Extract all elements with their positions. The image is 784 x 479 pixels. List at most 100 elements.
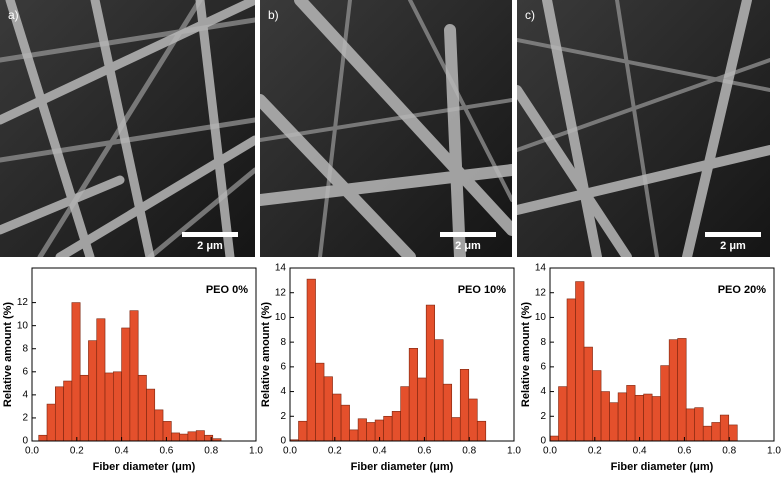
bar <box>702 425 713 442</box>
bar <box>468 398 478 442</box>
y-tick-label: 8 <box>280 337 286 348</box>
scale-bar-label: 2 μm <box>197 240 223 252</box>
y-tick-label: 14 <box>275 263 287 274</box>
x-tick-label: 0.0 <box>543 446 557 457</box>
sem-image: b) 2 μm <box>260 0 512 257</box>
bar <box>366 422 376 442</box>
y-tick-label: 0 <box>540 436 546 447</box>
bar <box>442 383 453 442</box>
bar <box>137 374 147 442</box>
y-tick-label: 12 <box>275 287 287 298</box>
y-tick-label: 0 <box>22 436 28 447</box>
panel-label: b) <box>268 8 279 22</box>
x-tick-label: 0.4 <box>373 446 387 457</box>
y-tick-label: 6 <box>22 366 28 377</box>
bar <box>425 304 436 442</box>
x-tick-label: 1.0 <box>249 446 263 457</box>
x-tick-label: 0.6 <box>677 446 691 457</box>
bar <box>660 365 670 442</box>
x-tick-label: 0.2 <box>328 446 342 457</box>
y-tick-label: 10 <box>535 312 547 323</box>
y-tick-label: 4 <box>540 386 546 397</box>
x-tick-label: 0.4 <box>115 446 129 457</box>
bar <box>121 327 131 442</box>
bar <box>549 435 559 442</box>
y-axis-label: Relative amount (%) <box>2 302 14 407</box>
plot-frame <box>289 267 515 442</box>
y-tick-label: 2 <box>22 413 28 424</box>
panel-label: c) <box>525 8 535 22</box>
y-tick-label: 10 <box>275 312 287 323</box>
bar <box>306 278 316 442</box>
bar <box>340 404 350 442</box>
y-axis-label: Relative amount (%) <box>520 302 532 407</box>
y-tick-label: 4 <box>22 390 28 401</box>
x-tick-label: 0.4 <box>633 446 647 457</box>
bar <box>179 433 189 442</box>
y-tick-label: 8 <box>540 337 546 348</box>
bar <box>357 418 367 442</box>
x-axis-label: Fiber diameter (μm) <box>93 461 196 473</box>
x-tick-label: 0.2 <box>70 446 84 457</box>
series-label: PEO 10% <box>458 284 507 296</box>
bar <box>129 310 139 442</box>
bar <box>417 377 427 442</box>
scale-bar <box>182 232 238 237</box>
bar <box>323 376 333 442</box>
series-label: PEO 0% <box>206 284 248 296</box>
bar <box>694 407 704 442</box>
bar <box>71 302 81 442</box>
bar <box>451 417 461 442</box>
bar <box>592 370 602 442</box>
bar <box>391 411 401 442</box>
x-tick-label: 0.8 <box>722 446 736 457</box>
bar <box>400 386 410 442</box>
x-tick-label: 0.8 <box>204 446 218 457</box>
y-tick-label: 6 <box>540 361 546 372</box>
plot-frame <box>31 267 257 442</box>
bar <box>46 403 56 442</box>
bar <box>575 281 585 442</box>
bar <box>476 420 487 442</box>
y-tick-label: 2 <box>540 411 546 422</box>
bar <box>728 424 738 442</box>
bar <box>315 362 325 442</box>
bar <box>298 420 308 442</box>
bar <box>187 431 197 442</box>
bar <box>154 409 164 442</box>
scale-bar-label: 2 μm <box>455 240 481 252</box>
sem-image: c) 2 μm <box>517 0 770 257</box>
y-tick-label: 2 <box>280 411 286 422</box>
x-tick-label: 0.0 <box>25 446 39 457</box>
bar <box>685 408 696 442</box>
x-tick-label: 0.8 <box>462 446 476 457</box>
scale-bar-label: 2 μm <box>720 240 746 252</box>
bar <box>634 394 644 442</box>
bar <box>459 369 470 442</box>
bar <box>609 402 619 442</box>
bar <box>677 338 687 442</box>
bar <box>349 429 359 442</box>
bar <box>600 391 610 442</box>
series-label: PEO 20% <box>718 284 767 296</box>
y-tick-label: 14 <box>535 263 547 274</box>
y-tick-label: 12 <box>535 287 547 298</box>
x-tick-label: 1.0 <box>767 446 781 457</box>
bar <box>104 372 114 442</box>
plot-frame <box>549 267 775 442</box>
y-tick-label: 0 <box>280 436 286 447</box>
x-tick-label: 1.0 <box>507 446 521 457</box>
y-tick-label: 8 <box>22 343 28 354</box>
bar <box>195 430 205 442</box>
bar <box>719 414 730 442</box>
bar <box>79 374 89 442</box>
bar <box>566 298 576 442</box>
x-tick-label: 0.0 <box>283 446 297 457</box>
bar <box>113 371 122 442</box>
bar <box>146 388 156 442</box>
bar <box>54 386 64 442</box>
bar <box>162 421 172 442</box>
scale-bar <box>440 232 496 237</box>
x-tick-label: 0.6 <box>159 446 173 457</box>
